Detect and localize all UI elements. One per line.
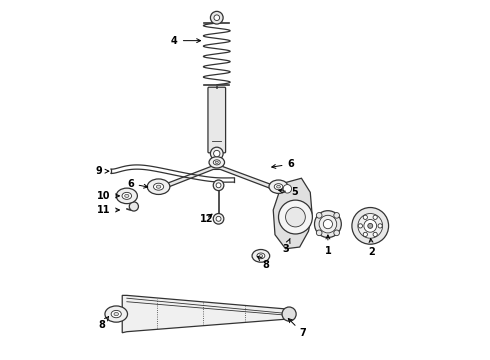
Ellipse shape (156, 185, 161, 188)
Circle shape (334, 212, 340, 218)
Ellipse shape (257, 253, 265, 259)
Text: 1: 1 (324, 235, 331, 256)
Ellipse shape (259, 255, 263, 257)
Text: 7: 7 (288, 319, 307, 338)
Ellipse shape (105, 306, 127, 322)
Polygon shape (122, 295, 289, 333)
Text: 5: 5 (279, 187, 298, 197)
Ellipse shape (122, 192, 132, 199)
Ellipse shape (124, 194, 129, 197)
Circle shape (373, 232, 377, 237)
Circle shape (373, 215, 377, 220)
Ellipse shape (147, 179, 170, 194)
FancyBboxPatch shape (208, 87, 225, 153)
Circle shape (378, 224, 382, 228)
Circle shape (286, 207, 305, 227)
Circle shape (214, 150, 220, 157)
Ellipse shape (209, 157, 224, 168)
Circle shape (214, 15, 220, 21)
Ellipse shape (116, 188, 137, 204)
Circle shape (317, 212, 322, 218)
Circle shape (213, 180, 224, 190)
Text: 8: 8 (98, 316, 109, 330)
Text: 4: 4 (171, 36, 200, 46)
Ellipse shape (213, 160, 220, 165)
Polygon shape (164, 166, 271, 189)
Circle shape (363, 215, 368, 220)
Circle shape (282, 307, 296, 321)
Circle shape (213, 213, 224, 224)
Circle shape (358, 213, 383, 238)
Text: 6: 6 (272, 159, 294, 169)
Circle shape (315, 211, 342, 238)
Ellipse shape (274, 184, 283, 190)
Circle shape (210, 12, 223, 24)
Circle shape (210, 147, 223, 160)
Circle shape (216, 183, 221, 188)
Polygon shape (273, 178, 312, 249)
Circle shape (278, 200, 313, 234)
Circle shape (323, 220, 333, 229)
Ellipse shape (114, 312, 119, 316)
Circle shape (317, 230, 322, 236)
Text: 8: 8 (258, 256, 270, 270)
Circle shape (363, 232, 368, 237)
Text: 2: 2 (368, 239, 375, 257)
Circle shape (319, 215, 337, 233)
Circle shape (129, 202, 139, 211)
Circle shape (283, 185, 292, 193)
Text: 11: 11 (97, 205, 120, 215)
Text: 3: 3 (282, 238, 290, 254)
Text: 6: 6 (127, 179, 147, 189)
Circle shape (352, 207, 389, 244)
Ellipse shape (111, 310, 122, 318)
Circle shape (368, 224, 373, 228)
Ellipse shape (277, 185, 280, 188)
Circle shape (334, 230, 340, 236)
Circle shape (358, 224, 363, 228)
Ellipse shape (153, 183, 164, 190)
Circle shape (364, 220, 377, 232)
Text: 10: 10 (97, 191, 120, 201)
Text: 12: 12 (199, 214, 213, 224)
Circle shape (216, 216, 221, 221)
Ellipse shape (269, 180, 288, 193)
Text: 9: 9 (95, 166, 109, 176)
Ellipse shape (215, 161, 219, 163)
Ellipse shape (252, 249, 270, 262)
